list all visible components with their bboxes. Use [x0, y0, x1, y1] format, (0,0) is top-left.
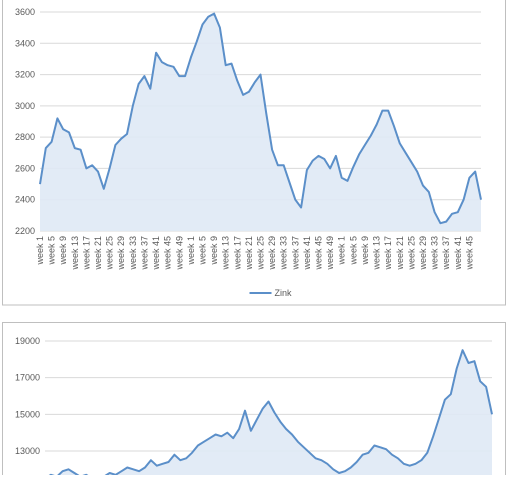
y-tick-label: 17000: [15, 373, 40, 383]
x-tick-label: week 29: [267, 236, 277, 271]
y-tick-label: 2600: [15, 163, 35, 173]
x-tick-label: week 37: [441, 236, 451, 271]
x-tick-label: week 25: [256, 236, 266, 271]
y-tick-label: 19000: [15, 336, 40, 346]
x-tick-label: week 25: [105, 236, 115, 271]
x-tick-label: week 9: [360, 236, 370, 266]
x-tick-label: week 37: [290, 236, 300, 271]
x-tick-label: week 33: [128, 236, 138, 271]
x-tick-label: week 21: [395, 236, 405, 271]
x-tick-label: week 1: [35, 236, 45, 266]
x-tick-label: week 1: [186, 236, 196, 266]
x-tick-label: week 1: [337, 236, 347, 266]
x-tick-label: week 17: [383, 236, 393, 271]
x-tick-label: week 29: [418, 236, 428, 271]
x-tick-label: week 37: [139, 236, 149, 271]
x-tick-label: week 17: [81, 236, 91, 271]
legend-label: Zink: [275, 288, 293, 298]
x-tick-label: week 13: [372, 236, 382, 271]
y-tick-label: 3600: [15, 7, 35, 17]
x-tick-label: week 41: [453, 236, 463, 271]
plot: 13000 15000 17000 19000: [15, 336, 493, 475]
x-tick-label: week 25: [406, 236, 416, 271]
y-tick-label: 2400: [15, 195, 35, 205]
x-tick-label: week 33: [430, 236, 440, 271]
area-fill: [40, 13, 481, 231]
y-tick-label: 3200: [15, 70, 35, 80]
x-tick-label: week 21: [244, 236, 254, 271]
x-tick-label: week 5: [348, 236, 358, 266]
x-tick-label: week 41: [151, 236, 161, 271]
y-tick-label: 2800: [15, 132, 35, 142]
x-tick-label: week 13: [70, 236, 80, 271]
line: [39, 12, 482, 225]
x-tick-label: week 45: [314, 236, 324, 271]
y-tick-label: 15000: [15, 409, 40, 419]
x-tick-label: week 33: [279, 236, 289, 271]
line: [48, 349, 493, 475]
x-tick-label: week 9: [58, 236, 68, 266]
x-tick-label: week 29: [116, 236, 126, 271]
x-tick-label: week 45: [464, 236, 474, 271]
x-tick-label: week 45: [163, 236, 173, 271]
x-tick-label: week 9: [209, 236, 219, 266]
y-tick-label: 3000: [15, 101, 35, 111]
x-tick-label: week 49: [174, 236, 184, 271]
x-tick-label: week 5: [197, 236, 207, 266]
x-tick-label: week 49: [325, 236, 335, 271]
x-tick-label: week 5: [47, 236, 57, 266]
y-tick-label: 13000: [15, 446, 40, 456]
x-tick-label: week 41: [302, 236, 312, 271]
x-tick-label: week 17: [232, 236, 242, 271]
x-tick-label: week 13: [221, 236, 231, 271]
x-tick-label: week 21: [93, 236, 103, 271]
y-tick-label: 2200: [15, 226, 35, 236]
y-tick-label: 3400: [15, 38, 35, 48]
area-fill: [50, 350, 492, 475]
